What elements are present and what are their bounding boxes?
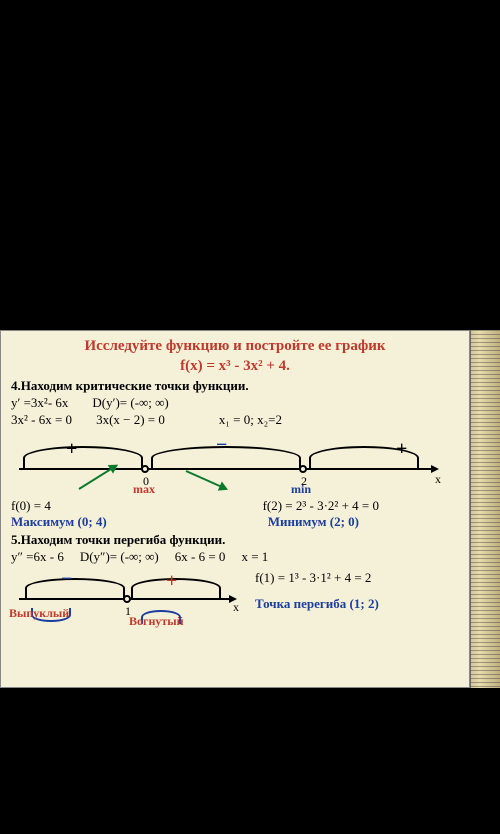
eq1: 3x² - 6x = 0 (11, 412, 72, 428)
f-at-0: f(0) = 4 (11, 498, 51, 514)
inflection-root: x = 1 (241, 549, 268, 565)
math-worksheet-panel: Исследуйте функцию и постройте ее график… (0, 330, 470, 688)
eq2: 3x(x − 2) = 0 (96, 412, 165, 428)
critical-equation-row: 3x² - 6x = 0 3x(x − 2) = 0 x₁ = 0; x₂=2 (11, 412, 459, 428)
second-derivative: y″ =6x - 6 (11, 549, 64, 565)
section4-heading: 4.Находим критические точки функции. (11, 378, 459, 394)
max-label: max (133, 482, 155, 497)
axis-label-x1: x (435, 472, 441, 487)
ruler-marks (471, 330, 500, 688)
roots: x₁ = 0; x₂=2 (219, 412, 282, 428)
first-derivative: y′ =3x²- 6x (11, 395, 68, 411)
second-derivative-domain: D(y″)= (-∞; ∞) (80, 549, 159, 565)
worksheet-title: Исследуйте функцию и постройте ее график… (11, 337, 459, 376)
inflection-point: Точка перегиба (1; 2) (255, 596, 455, 612)
sign-chart-2: − + 1 x Выпуклый Вогнутый (11, 570, 251, 622)
extrema-labels-row: Максимум (0; 4) Минимум (2; 0) (11, 514, 459, 530)
derivative-row: y′ =3x²- 6x D(y′)= (-∞; ∞) (11, 395, 459, 411)
point-2 (299, 465, 307, 473)
title-line2: f(x) = x³ - 3x² + 4. (180, 358, 290, 374)
axis-label-x2: x (233, 600, 239, 615)
title-line1: Исследуйте функцию и постройте ее график (84, 338, 385, 354)
section5-heading: 5.Находим точки перегиба функции. (11, 532, 459, 548)
sign-plus-left: + (66, 438, 77, 461)
arc2-left (25, 578, 125, 598)
extrema-values-row: f(0) = 4 f(2) = 2³ - 3·2² + 4 = 0 (11, 498, 459, 514)
maximum-point: Максимум (0; 4) (11, 514, 107, 530)
arrow-down-right (186, 470, 227, 490)
sign-minus-mid: − (216, 434, 227, 457)
convex-label: Выпуклый (9, 606, 69, 621)
ruler-decoration (470, 330, 500, 688)
min-label: min (291, 482, 311, 497)
point-0 (141, 465, 149, 473)
sign-minus-left2: − (61, 568, 72, 591)
sign-chart-1: + − + 0 2 x max min (11, 432, 451, 492)
point-1 (123, 595, 131, 603)
arc-left (23, 446, 143, 470)
f-at-1: f(1) = 1³ - 3·1² + 4 = 2 (255, 570, 455, 586)
minimum-point: Минимум (2; 0) (268, 514, 359, 530)
concave-label: Вогнутый (129, 614, 184, 629)
second-derivative-row: y″ =6x - 6 D(y″)= (-∞; ∞) 6x - 6 = 0 x =… (11, 549, 459, 565)
f-at-2: f(2) = 2³ - 3·2² + 4 = 0 (263, 498, 379, 514)
sign-plus-right2: + (166, 570, 177, 593)
derivative-domain: D(y′)= (-∞; ∞) (92, 395, 168, 411)
sign-plus-right: + (396, 438, 407, 461)
inflection-info: f(1) = 1³ - 3·1² + 4 = 2 Точка перегиба … (255, 570, 455, 612)
inflection-eq: 6x - 6 = 0 (175, 549, 226, 565)
